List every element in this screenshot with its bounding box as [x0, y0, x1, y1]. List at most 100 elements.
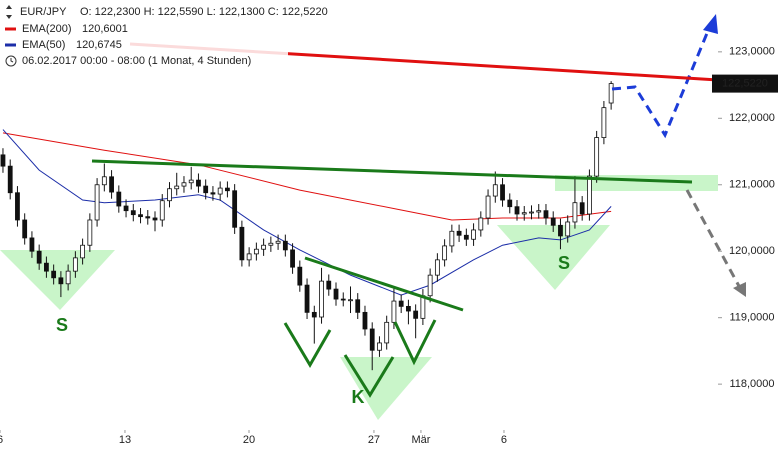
candle-body — [420, 295, 426, 319]
candle-body — [87, 219, 93, 246]
candle-body — [80, 244, 86, 259]
ema-line — [2, 129, 612, 296]
candle-body — [427, 274, 433, 297]
candle-body — [109, 176, 114, 193]
period: 06.02.2017 00:00 - 08:00 (1 Monat, 4 Stu… — [22, 55, 251, 67]
x-tick-label: 27 — [368, 434, 380, 446]
candle-body — [587, 175, 592, 215]
candle-body — [463, 234, 469, 240]
ema-line — [2, 132, 612, 221]
symbol-icon — [6, 5, 12, 19]
y-tick-label: 120,0000 — [729, 245, 775, 257]
candle-body — [167, 188, 172, 202]
legend-label: EMA(50) — [22, 39, 65, 51]
legend-value: 120,6001 — [82, 23, 128, 35]
pattern-triangle — [340, 357, 432, 420]
plot-area — [0, 81, 614, 371]
candle-body — [145, 216, 151, 219]
candle-body — [225, 187, 230, 192]
pattern-triangle — [497, 225, 610, 290]
candle-body — [51, 270, 57, 279]
y-tick-label: 122,0000 — [729, 112, 775, 124]
y-tick-label: 118,0000 — [729, 378, 774, 390]
candle-body — [239, 226, 245, 261]
candle-body — [253, 248, 259, 255]
candle-body — [536, 210, 542, 213]
candle-body — [217, 187, 223, 195]
candle-body — [36, 250, 42, 264]
forecast-down — [685, 189, 742, 289]
arrow-head — [733, 282, 746, 297]
quote: O: 122,2300 H: 122,5590 L: 122,1300 C: 1… — [80, 6, 328, 18]
candle-body — [246, 253, 252, 261]
arrow-head — [703, 14, 718, 34]
candle-body — [558, 224, 563, 237]
candle-body — [138, 214, 143, 218]
x-tick-label: 13 — [119, 434, 131, 446]
candle-body — [22, 219, 28, 239]
candle-body — [449, 230, 455, 247]
candle-body — [181, 182, 187, 187]
candle-body — [72, 257, 78, 272]
candle-body — [406, 305, 411, 312]
legend: EUR/JPY O: 122,2300 H: 122,5590 L: 122,1… — [0, 0, 328, 68]
price-tag — [712, 74, 778, 93]
candle-body — [188, 179, 194, 184]
candle-body — [29, 237, 35, 252]
y-tick-label: 119,0000 — [729, 312, 774, 324]
clock-icon — [5, 55, 17, 67]
trend-line — [91, 159, 693, 184]
candle-body — [101, 176, 107, 186]
v-mark — [343, 354, 395, 398]
candle-body — [0, 154, 6, 167]
annotation: S — [56, 315, 68, 335]
candle-body — [478, 217, 484, 231]
candle-body — [116, 191, 122, 207]
x-tick-label: Mär — [411, 434, 430, 446]
candle-body — [500, 184, 505, 201]
candle-body — [152, 217, 158, 221]
candle-body — [362, 311, 368, 330]
candle-body — [369, 328, 375, 351]
candle-body — [15, 192, 20, 221]
candle-body — [391, 300, 397, 323]
candle-body — [485, 195, 491, 219]
candle-body — [550, 217, 556, 226]
candle-body — [203, 185, 209, 194]
candle-body — [290, 249, 295, 268]
candle-body — [608, 83, 614, 104]
x-tick-label: 6 — [501, 434, 507, 446]
annotation: S — [558, 253, 570, 273]
candle-body — [174, 185, 180, 190]
y-tick-label: 121,0000 — [729, 179, 775, 191]
candle-body — [594, 137, 600, 177]
candle-body — [434, 259, 440, 276]
candle-body — [7, 165, 13, 194]
price-tag-label: 122,5220 — [722, 78, 768, 90]
legend-label: EMA(200) — [22, 23, 72, 35]
candle-body — [521, 212, 527, 215]
candle-body — [94, 184, 100, 221]
candle-body — [377, 342, 382, 351]
candle-body — [348, 299, 353, 302]
candle-body — [333, 288, 339, 300]
candle-body — [398, 300, 404, 307]
candle-body — [413, 310, 419, 319]
candle-body — [232, 190, 238, 228]
candle-body — [543, 210, 549, 219]
candle-body — [268, 242, 274, 246]
legend-value: 120,6745 — [76, 39, 122, 51]
candle-body — [326, 280, 332, 290]
v-mark — [283, 322, 332, 368]
candle-body — [44, 262, 49, 272]
trend-line — [304, 256, 464, 312]
annotation: K — [352, 387, 365, 407]
pattern-triangle — [0, 250, 115, 310]
candle-body — [123, 205, 129, 212]
candle-body — [275, 240, 281, 244]
legend-bg — [0, 0, 288, 68]
candle-body — [65, 270, 71, 285]
symbol: EUR/JPY — [20, 6, 67, 18]
